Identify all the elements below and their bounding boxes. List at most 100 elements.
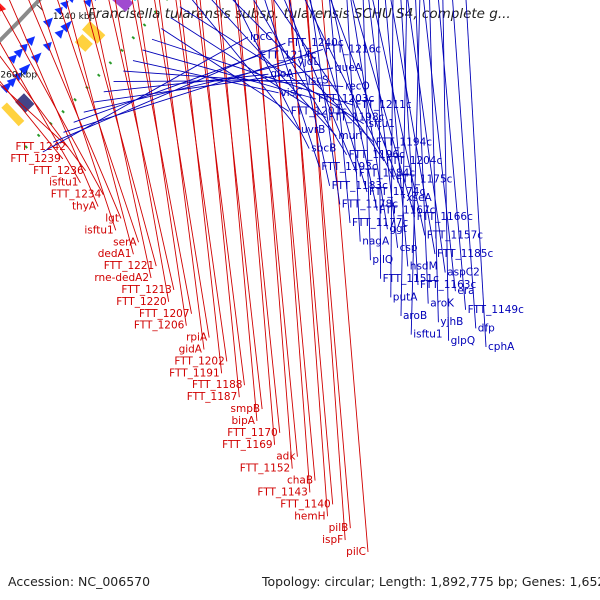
gene-label: yjhB bbox=[440, 316, 463, 328]
forward-gene-arrow bbox=[42, 17, 53, 28]
label-leader-line bbox=[306, 0, 346, 541]
gene-label: FTT_1239 bbox=[10, 153, 60, 165]
gene-label: rpiA bbox=[186, 332, 208, 344]
gene-label: FTT_1174c bbox=[369, 186, 425, 198]
gene-label: glpQ bbox=[451, 335, 476, 347]
gene-label: hemH bbox=[294, 510, 325, 522]
forward-gene-arrow bbox=[6, 77, 17, 88]
gene-label: FTT_1234 bbox=[51, 189, 102, 201]
tick-label: 1240 kbp bbox=[53, 12, 96, 22]
label-leader-line bbox=[65, 0, 134, 255]
gene-label: FTT_1193c bbox=[321, 161, 377, 173]
label-leader-line bbox=[215, 0, 263, 410]
forward-gene-arrow bbox=[60, 0, 69, 10]
label-leader-line bbox=[131, 0, 192, 314]
label-leader-line bbox=[442, 0, 450, 341]
gene-label: FTT_1183c bbox=[332, 180, 388, 192]
label-leader-line bbox=[91, 0, 152, 279]
label-leader-line bbox=[310, 0, 341, 205]
forward-gene-arrow bbox=[30, 52, 42, 64]
forward-gene-arrow bbox=[54, 29, 64, 39]
label-leader-line bbox=[237, 0, 276, 445]
label-leader-line bbox=[329, 0, 351, 224]
gene-label: FTT_1204c bbox=[386, 155, 442, 167]
label-leader-line bbox=[0, 55, 87, 172]
label-leader-line bbox=[407, 0, 446, 273]
gene-label: FTT_1166c bbox=[417, 211, 473, 223]
label-leader-line bbox=[400, 0, 419, 286]
label-leader-line bbox=[331, 0, 378, 211]
label-leader-line bbox=[253, 0, 298, 457]
gene-label: FTT_1140 bbox=[280, 498, 330, 510]
label-leader-line bbox=[63, 48, 323, 133]
label-leader-line bbox=[0, 41, 81, 183]
label-leader-line bbox=[372, 0, 426, 236]
gene-label: era bbox=[457, 285, 474, 297]
label-leader-line bbox=[305, 0, 351, 529]
gene-label: sbcB bbox=[311, 143, 336, 155]
label-leader-line bbox=[123, 70, 344, 88]
label-leader-line bbox=[350, 0, 388, 230]
gene-label: aroK bbox=[430, 298, 455, 310]
forward-gene-arrow bbox=[18, 63, 31, 76]
gene-label: FTT_1151c bbox=[383, 273, 439, 285]
forward-gene-arrow bbox=[0, 81, 13, 94]
label-leader-line bbox=[38, 0, 117, 231]
label-leader-line bbox=[57, 0, 140, 243]
gene-label: aroB bbox=[403, 310, 427, 322]
gene-label: FTT_1206 bbox=[134, 320, 185, 332]
label-leader-line bbox=[103, 73, 269, 93]
label-leader-line bbox=[234, 0, 281, 433]
gene-label: FTT_1169 bbox=[222, 439, 272, 451]
label-leader-line bbox=[199, 0, 240, 398]
gene-label: pilC bbox=[346, 546, 366, 558]
gene-label: FTT_1220 bbox=[116, 296, 166, 308]
label-leader-line bbox=[114, 0, 170, 302]
label-leader-line bbox=[410, 0, 421, 335]
gene-label: isftu1 bbox=[84, 224, 113, 236]
label-leader-line bbox=[191, 0, 300, 131]
accession: Accession: NC_006570 bbox=[8, 574, 151, 589]
gene-label: hsdM bbox=[410, 260, 438, 272]
label-leader-line bbox=[0, 5, 104, 195]
gene-label: smpB bbox=[231, 403, 261, 415]
gene-label: FTT_1149c bbox=[468, 304, 524, 316]
label-leader-line bbox=[465, 0, 487, 348]
gene-label: FTT_1216c bbox=[325, 43, 381, 55]
gene-label: FTT_1170 bbox=[227, 427, 277, 439]
label-leader-line bbox=[346, 0, 361, 242]
label-leader-line bbox=[234, 0, 310, 149]
gene-label: FTT_1221 bbox=[104, 260, 154, 272]
label-leader-line bbox=[400, 0, 408, 317]
gene-label: FTT_1188 bbox=[192, 379, 242, 391]
label-leader-line bbox=[28, 0, 122, 219]
label-leader-line bbox=[0, 80, 64, 160]
label-leader-line bbox=[273, 0, 311, 493]
forward-gene-arrow bbox=[25, 36, 36, 46]
label-leader-line bbox=[93, 67, 334, 103]
label-leader-line bbox=[290, 0, 328, 517]
gene-label: chaB bbox=[287, 475, 313, 487]
forward-gene-arrow bbox=[94, 0, 96, 2]
label-leader-line bbox=[73, 55, 259, 123]
forward-cog-block bbox=[74, 34, 93, 52]
label-leader-line bbox=[253, 0, 347, 156]
gene-label: aspC2 bbox=[447, 267, 480, 279]
gene-label: FTT_1202 bbox=[174, 355, 224, 367]
gene-label: adk bbox=[276, 451, 296, 463]
label-leader-line bbox=[255, 0, 293, 469]
map-title: Francisella tularensis subsp. tularensis… bbox=[88, 6, 511, 22]
gene-label: FTT_1143 bbox=[257, 486, 307, 498]
label-leader-line bbox=[288, 0, 334, 505]
gene-label: visC bbox=[281, 87, 303, 99]
gene-label: dedA1 bbox=[98, 248, 132, 260]
label-leader-line bbox=[113, 79, 306, 82]
label-leader-line bbox=[452, 0, 477, 329]
gene-label: FTT_1163c bbox=[420, 279, 476, 291]
gene-label: FTT_1211c bbox=[355, 99, 411, 111]
gene-label: FTT_1191 bbox=[169, 367, 219, 379]
gene-label: thyA bbox=[72, 201, 97, 213]
label-leader-line bbox=[0, 83, 69, 148]
gene-label: rne-dedA2 bbox=[94, 272, 149, 284]
